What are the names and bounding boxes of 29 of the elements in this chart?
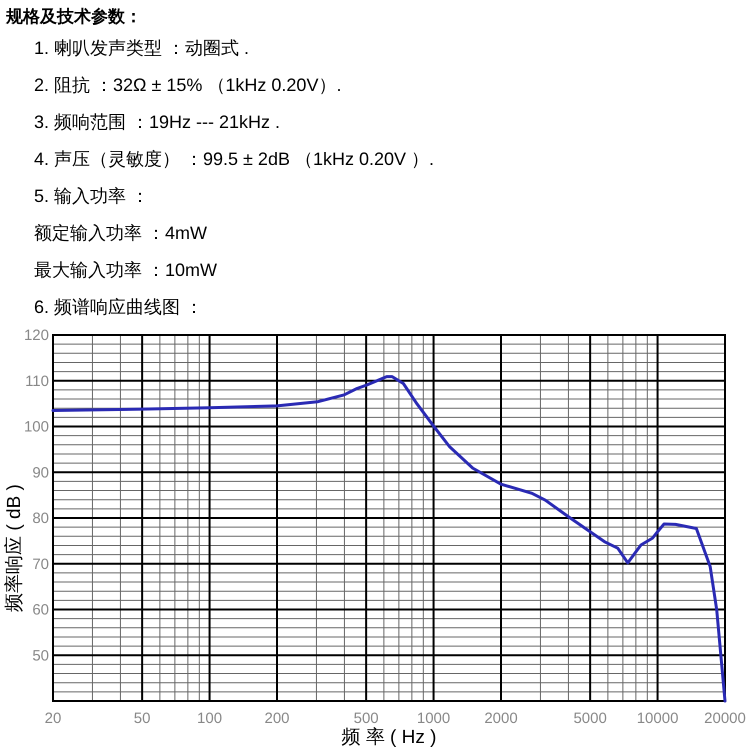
text: 4. 声压（灵敏度） ：99.5 ± 2dB （1kHz 0.20V ）.: [34, 149, 434, 169]
x-tick-label: 2000: [484, 710, 518, 727]
x-tick-label: 50: [134, 710, 150, 727]
x-tick-label: 200: [264, 710, 290, 727]
y-tick-label: 60: [32, 602, 49, 618]
text: 3. 频响范围 ：19Hz --- 21kHz .: [34, 112, 280, 132]
y-tick-label: 120: [24, 327, 49, 344]
text: 5. 输入功率 ：: [34, 186, 150, 206]
y-tick-label: 90: [32, 464, 49, 482]
x-tick-label: 5000: [573, 710, 607, 727]
x-axis-title: 频 率 ( Hz ): [342, 726, 436, 748]
x-tick-label: 500: [354, 710, 379, 727]
text: 最大输入功率 ：10mW: [34, 260, 218, 280]
y-tick-label: 80: [32, 510, 49, 527]
text: 6. 频谱响应曲线图 ：: [34, 297, 204, 317]
y-tick-label: 100: [24, 418, 49, 436]
x-tick-label: 10000: [636, 710, 678, 727]
text: 2. 阻抗 ：32Ω ± 15% （1kHz 0.20V）.: [34, 75, 342, 95]
y-tick-label: 110: [25, 372, 49, 390]
y-axis-title: 频率响应 ( dB ): [3, 484, 25, 612]
x-tick-label: 100: [197, 710, 222, 727]
text: 额定输入功率 ：4mW: [34, 223, 208, 243]
chart-title: 规格及技术参数：: [5, 7, 142, 26]
x-tick-label: 1000: [416, 710, 450, 727]
x-tick-label: 20000: [704, 710, 746, 727]
y-tick-label: 70: [32, 556, 49, 573]
y-tick-label: 50: [32, 647, 49, 664]
x-tick-label: 20: [44, 710, 62, 727]
text: 1. 喇叭发声类型 ：动圈式 .: [34, 38, 250, 58]
